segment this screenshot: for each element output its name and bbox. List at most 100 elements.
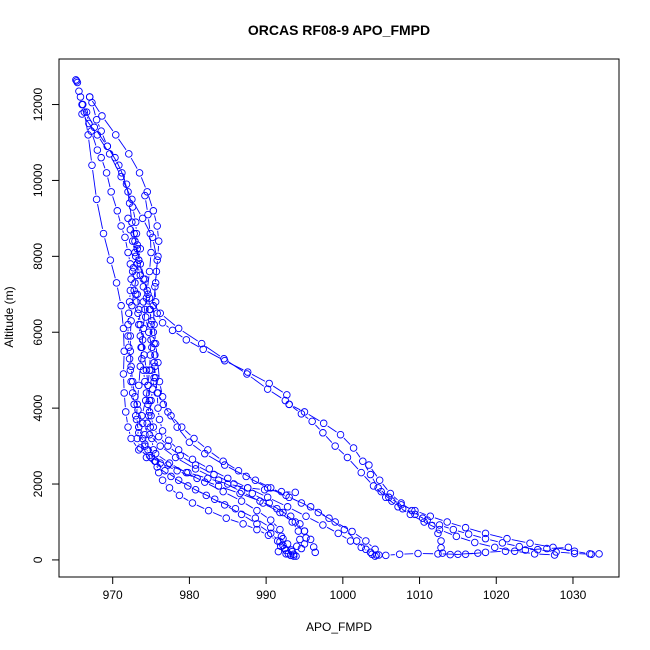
- data-point: [277, 532, 286, 541]
- series-line-segment: [99, 138, 108, 151]
- series-line-segment: [510, 549, 521, 552]
- data-point: [131, 218, 140, 226]
- data-point: [481, 548, 490, 557]
- data-point: [182, 336, 191, 344]
- series-line-segment: [347, 532, 354, 539]
- series-line-segment: [479, 543, 491, 547]
- series-8: [139, 298, 381, 559]
- data-point: [306, 535, 315, 544]
- series-line-segment: [232, 484, 244, 488]
- data-point: [366, 470, 375, 479]
- data-point: [265, 379, 273, 388]
- y-tick-label: 6000: [31, 319, 45, 346]
- series-line-segment: [251, 373, 266, 382]
- data-point: [141, 430, 149, 439]
- data-point: [526, 539, 534, 547]
- data-point: [155, 415, 164, 424]
- series-line-segment: [267, 504, 276, 511]
- data-point: [435, 525, 444, 534]
- data-point: [285, 400, 293, 409]
- series-line-segment: [176, 332, 183, 338]
- data-point: [88, 161, 96, 170]
- data-point: [124, 332, 132, 340]
- series-line-segment: [184, 430, 191, 436]
- series-line-segment: [136, 424, 139, 429]
- data-point: [286, 551, 295, 560]
- data-point: [357, 543, 365, 552]
- series-line-segment: [152, 437, 158, 443]
- series-line-segment: [130, 157, 138, 169]
- data-point: [490, 543, 499, 552]
- data-point: [174, 476, 183, 484]
- series-line-segment: [171, 443, 176, 447]
- series-line-segment: [227, 361, 244, 372]
- y-tick-label: 2000: [31, 470, 45, 497]
- data-point: [130, 400, 138, 409]
- series-line-segment: [142, 344, 145, 351]
- data-point: [188, 499, 197, 507]
- data-point: [128, 389, 137, 397]
- data-point: [154, 252, 162, 261]
- data-point: [398, 504, 407, 513]
- series-line-segment: [290, 497, 298, 502]
- data-point: [120, 389, 128, 397]
- data-point: [175, 491, 184, 500]
- data-point: [191, 485, 200, 494]
- data-point: [151, 362, 159, 371]
- series-line-segment: [389, 499, 395, 505]
- data-point: [149, 207, 158, 215]
- data-point: [210, 495, 219, 503]
- series-line-segment: [213, 470, 224, 477]
- y-axis: 0 2000 4000 6000 8000 10000 12000: [31, 88, 60, 563]
- data-point: [151, 351, 159, 359]
- series-line-segment: [134, 279, 137, 286]
- plot-series-layer: [72, 76, 603, 560]
- data-point: [134, 309, 142, 318]
- series-line-segment: [142, 405, 145, 412]
- data-point: [141, 313, 150, 321]
- data-point: [411, 506, 419, 515]
- data-point: [93, 131, 102, 139]
- series-line-segment: [104, 238, 110, 256]
- series-line-segment: [143, 306, 146, 313]
- series-line-segment: [146, 374, 148, 381]
- series-line-segment: [163, 315, 176, 326]
- series-line-segment: [139, 414, 142, 419]
- series-line-segment: [154, 329, 156, 339]
- series-line-segment: [173, 490, 176, 493]
- data-point: [406, 510, 415, 519]
- series-line-segment: [148, 374, 150, 381]
- series-line-segment: [182, 330, 198, 342]
- data-point: [150, 339, 158, 348]
- series-line-segment: [159, 397, 162, 401]
- data-point: [120, 347, 128, 355]
- series-line-segment: [355, 533, 363, 539]
- data-point: [319, 521, 327, 529]
- y-tick-label: 4000: [31, 394, 45, 421]
- series-line-segment: [112, 196, 117, 207]
- series-line-segment: [228, 506, 238, 513]
- data-point: [461, 523, 470, 532]
- series-line-segment: [84, 117, 95, 132]
- series-line-segment: [137, 299, 139, 305]
- data-point: [159, 400, 168, 409]
- data-point: [164, 436, 173, 445]
- data-point: [127, 275, 135, 283]
- series-line-segment: [327, 425, 337, 433]
- series-line-segment: [308, 413, 320, 422]
- data-point: [135, 446, 143, 454]
- series-line-segment: [107, 177, 111, 188]
- series-line-segment: [310, 518, 319, 524]
- series-line-segment: [155, 382, 158, 389]
- series-line-segment: [261, 531, 265, 534]
- series-line-segment: [125, 241, 128, 248]
- data-point: [481, 534, 490, 543]
- data-point: [161, 466, 169, 475]
- data-point: [382, 493, 390, 502]
- data-point: [148, 233, 157, 242]
- data-point: [334, 529, 342, 538]
- series-line-segment: [293, 406, 301, 411]
- series-line-segment: [174, 478, 184, 484]
- data-point: [156, 442, 165, 450]
- series-line-segment: [139, 431, 142, 435]
